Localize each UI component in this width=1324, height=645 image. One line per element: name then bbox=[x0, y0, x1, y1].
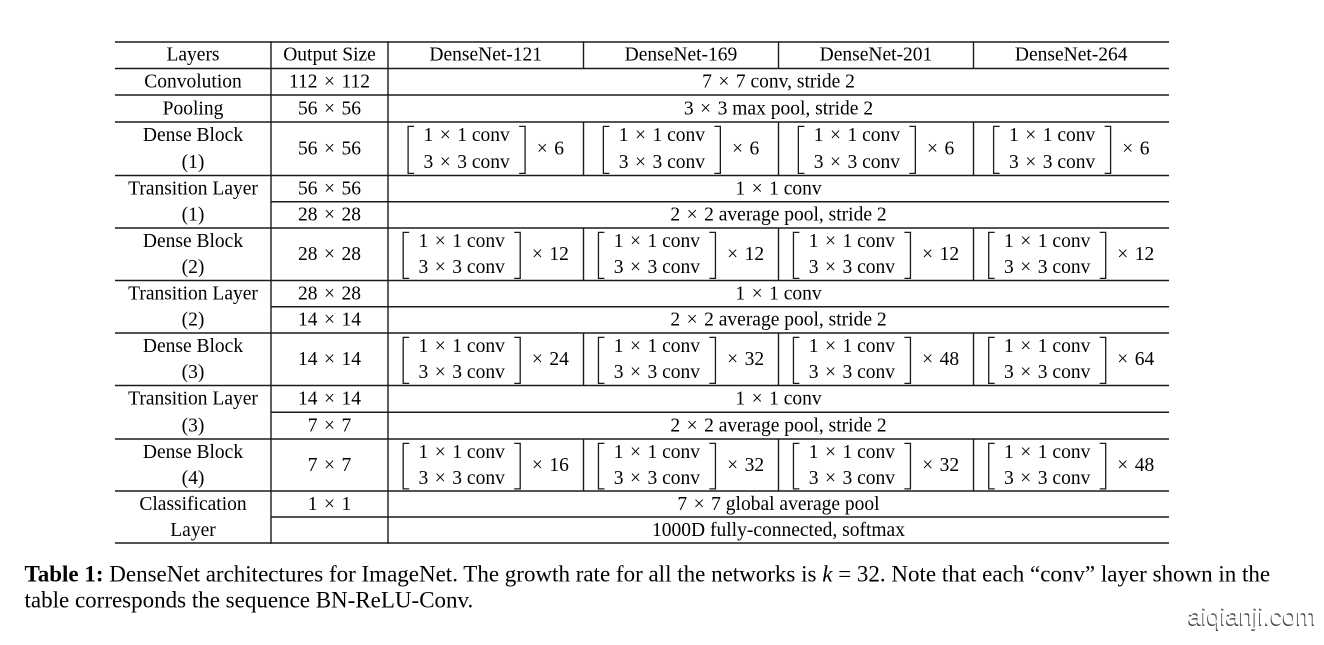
svg-text:× 48: × 48 bbox=[922, 349, 959, 370]
svg-text:1 × 1 conv: 1 × 1 conv bbox=[809, 336, 896, 357]
svg-text:Transition Layer: Transition Layer bbox=[128, 178, 258, 199]
svg-text:× 32: × 32 bbox=[727, 349, 764, 370]
svg-text:1 × 1 conv: 1 × 1 conv bbox=[619, 125, 706, 146]
svg-text:(3): (3) bbox=[182, 415, 205, 436]
svg-text:1 × 1 conv: 1 × 1 conv bbox=[1004, 231, 1091, 252]
svg-text:7 × 7 conv, stride 2: 7 × 7 conv, stride 2 bbox=[702, 72, 855, 93]
svg-text:× 24: × 24 bbox=[532, 349, 569, 370]
svg-text:1 × 1 conv: 1 × 1 conv bbox=[419, 231, 506, 252]
svg-text:1 × 1 conv: 1 × 1 conv bbox=[1009, 125, 1096, 146]
svg-text:3 × 3 conv: 3 × 3 conv bbox=[423, 152, 510, 173]
svg-text:Output Size: Output Size bbox=[283, 44, 376, 65]
svg-text:3 × 3 conv: 3 × 3 conv bbox=[814, 152, 901, 173]
svg-text:3 × 3 conv: 3 × 3 conv bbox=[809, 257, 896, 278]
svg-text:3 × 3 conv: 3 × 3 conv bbox=[1004, 257, 1091, 278]
svg-text:2 × 2 average pool, stride 2: 2 × 2 average pool, stride 2 bbox=[670, 415, 886, 436]
svg-text:Convolution: Convolution bbox=[144, 72, 242, 93]
svg-text:Table 1: DenseNet architecture: Table 1: DenseNet architectures for Imag… bbox=[25, 562, 1271, 587]
svg-text:1 × 1 conv: 1 × 1 conv bbox=[814, 125, 901, 146]
svg-text:1 × 1 conv: 1 × 1 conv bbox=[614, 231, 701, 252]
svg-text:3 × 3 conv: 3 × 3 conv bbox=[614, 468, 701, 489]
svg-text:28 × 28: 28 × 28 bbox=[298, 205, 361, 226]
svg-text:1 × 1 conv: 1 × 1 conv bbox=[735, 389, 822, 410]
svg-text:× 6: × 6 bbox=[1122, 139, 1150, 160]
svg-text:(1): (1) bbox=[182, 152, 205, 173]
svg-text:3 × 3 conv: 3 × 3 conv bbox=[614, 257, 701, 278]
svg-text:7 × 7: 7 × 7 bbox=[308, 415, 352, 436]
svg-text:28 × 28: 28 × 28 bbox=[298, 244, 361, 265]
svg-text:Dense Block: Dense Block bbox=[143, 231, 243, 252]
svg-text:3 × 3 conv: 3 × 3 conv bbox=[1004, 468, 1091, 489]
svg-text:1 × 1 conv: 1 × 1 conv bbox=[614, 336, 701, 357]
svg-text:1 × 1 conv: 1 × 1 conv bbox=[419, 442, 506, 463]
svg-text:× 6: × 6 bbox=[927, 139, 955, 160]
svg-text:3 × 3 conv: 3 × 3 conv bbox=[809, 362, 896, 383]
svg-text:Transition Layer: Transition Layer bbox=[128, 389, 258, 410]
svg-text:1000D fully-connected, softmax: 1000D fully-connected, softmax bbox=[652, 520, 905, 541]
svg-text:Layer: Layer bbox=[170, 520, 216, 541]
svg-text:Pooling: Pooling bbox=[163, 98, 224, 119]
svg-text:× 64: × 64 bbox=[1117, 349, 1154, 370]
svg-text:1 × 1 conv: 1 × 1 conv bbox=[809, 442, 896, 463]
svg-text:× 48: × 48 bbox=[1117, 455, 1154, 476]
svg-text:56 × 56: 56 × 56 bbox=[298, 98, 361, 119]
svg-text:1 × 1 conv: 1 × 1 conv bbox=[735, 283, 822, 304]
svg-text:Transition Layer: Transition Layer bbox=[128, 283, 258, 304]
svg-text:1 × 1 conv: 1 × 1 conv bbox=[809, 231, 896, 252]
svg-text:14 × 14: 14 × 14 bbox=[298, 310, 361, 331]
svg-text:3 × 3 conv: 3 × 3 conv bbox=[1004, 362, 1091, 383]
svg-text:DenseNet-121: DenseNet-121 bbox=[429, 44, 542, 65]
svg-text:1 × 1 conv: 1 × 1 conv bbox=[419, 336, 506, 357]
svg-text:3 × 3 conv: 3 × 3 conv bbox=[619, 152, 706, 173]
svg-text:7 × 7 global average pool: 7 × 7 global average pool bbox=[677, 494, 880, 515]
svg-text:× 12: × 12 bbox=[727, 244, 764, 265]
svg-text:112 × 112: 112 × 112 bbox=[289, 72, 370, 93]
svg-text:× 16: × 16 bbox=[532, 455, 569, 476]
svg-text:1 × 1 conv: 1 × 1 conv bbox=[423, 125, 510, 146]
svg-text:× 6: × 6 bbox=[732, 139, 760, 160]
svg-text:2 × 2 average pool, stride 2: 2 × 2 average pool, stride 2 bbox=[670, 310, 886, 331]
svg-text:14 × 14: 14 × 14 bbox=[298, 389, 361, 410]
svg-text:(3): (3) bbox=[182, 362, 205, 383]
svg-text:3 × 3 conv: 3 × 3 conv bbox=[419, 468, 506, 489]
svg-text:Classification: Classification bbox=[139, 494, 246, 515]
svg-text:Dense Block: Dense Block bbox=[143, 336, 243, 357]
svg-text:1 × 1 conv: 1 × 1 conv bbox=[735, 178, 822, 199]
svg-text:(1): (1) bbox=[182, 205, 205, 226]
svg-text:2 × 2 average pool, stride 2: 2 × 2 average pool, stride 2 bbox=[670, 205, 886, 226]
svg-text:DenseNet-201: DenseNet-201 bbox=[820, 44, 933, 65]
svg-text:28 × 28: 28 × 28 bbox=[298, 283, 361, 304]
svg-text:1 × 1 conv: 1 × 1 conv bbox=[614, 442, 701, 463]
svg-text:3 × 3 conv: 3 × 3 conv bbox=[419, 362, 506, 383]
svg-text:3 × 3 conv: 3 × 3 conv bbox=[809, 468, 896, 489]
svg-text:7 × 7: 7 × 7 bbox=[308, 455, 352, 476]
svg-text:aiqianji.com: aiqianji.com bbox=[1187, 605, 1315, 632]
svg-text:3 × 3 conv: 3 × 3 conv bbox=[614, 362, 701, 383]
svg-text:(4): (4) bbox=[182, 468, 205, 489]
svg-text:3 × 3 conv: 3 × 3 conv bbox=[419, 257, 506, 278]
svg-text:DenseNet-264: DenseNet-264 bbox=[1015, 44, 1128, 65]
svg-text:× 32: × 32 bbox=[727, 455, 764, 476]
svg-text:× 6: × 6 bbox=[537, 139, 565, 160]
svg-text:3 × 3 max pool, stride 2: 3 × 3 max pool, stride 2 bbox=[684, 98, 873, 119]
svg-text:Layers: Layers bbox=[166, 44, 219, 65]
svg-text:× 12: × 12 bbox=[1117, 244, 1154, 265]
svg-text:56 × 56: 56 × 56 bbox=[298, 178, 361, 199]
svg-text:14 × 14: 14 × 14 bbox=[298, 349, 361, 370]
svg-text:× 12: × 12 bbox=[532, 244, 569, 265]
svg-text:3 × 3 conv: 3 × 3 conv bbox=[1009, 152, 1096, 173]
svg-text:(2): (2) bbox=[182, 257, 205, 278]
svg-text:table corresponds the sequence: table corresponds the sequence BN-ReLU-C… bbox=[25, 588, 474, 613]
svg-text:× 12: × 12 bbox=[922, 244, 959, 265]
svg-text:1 × 1: 1 × 1 bbox=[308, 494, 352, 515]
svg-text:Dense Block: Dense Block bbox=[143, 125, 243, 146]
svg-text:1 × 1 conv: 1 × 1 conv bbox=[1004, 442, 1091, 463]
svg-text:× 32: × 32 bbox=[922, 455, 959, 476]
svg-text:aiqianji.com: aiqianji.com bbox=[1188, 604, 1316, 631]
svg-text:56 × 56: 56 × 56 bbox=[298, 139, 361, 160]
svg-text:Dense Block: Dense Block bbox=[143, 442, 243, 463]
svg-text:DenseNet-169: DenseNet-169 bbox=[625, 44, 738, 65]
svg-text:1 × 1 conv: 1 × 1 conv bbox=[1004, 336, 1091, 357]
svg-text:(2): (2) bbox=[182, 310, 205, 331]
